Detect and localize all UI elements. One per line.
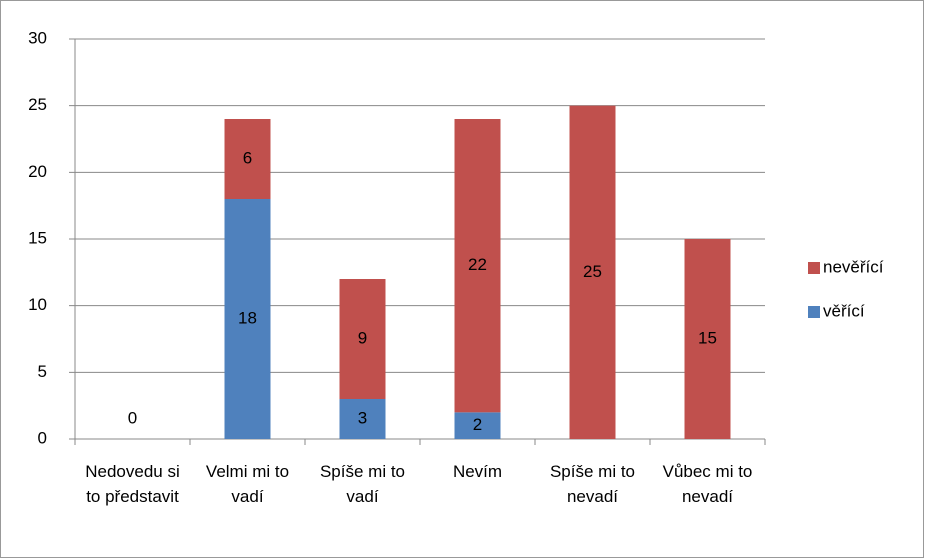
- y-tick-label: 15: [28, 228, 47, 247]
- x-tick-label: Nevím: [452, 462, 503, 481]
- legend-swatch: [808, 306, 820, 318]
- bar-segment: [569, 105, 616, 440]
- data-label: 9: [358, 328, 367, 347]
- bar-segment: [339, 399, 386, 439]
- data-label: 3: [358, 408, 367, 427]
- data-label: 22: [468, 255, 487, 274]
- bar-segment: [224, 119, 271, 199]
- y-tick-label: 25: [28, 95, 47, 114]
- y-tick-label: 20: [28, 162, 47, 181]
- legend-label: nevěřící: [823, 257, 884, 276]
- data-label: 15: [698, 328, 717, 347]
- y-tick-label: 10: [28, 295, 47, 314]
- y-tick-label: 30: [28, 28, 47, 47]
- bar-segment: [339, 279, 386, 399]
- data-label: 25: [583, 262, 602, 281]
- legend-label: věřící: [823, 301, 865, 320]
- data-label: 0: [128, 408, 137, 427]
- x-tick-label: Spíše mi to nevadí: [549, 462, 636, 506]
- data-label: 6: [243, 148, 252, 167]
- y-tick-label: 5: [38, 362, 47, 381]
- bar-segment: [224, 199, 271, 439]
- data-label: 2: [473, 415, 482, 434]
- x-tick-label: Nedovedu si to představit: [85, 462, 180, 506]
- legend-swatch: [808, 262, 820, 274]
- x-tick-label: Velmi mi to vadí: [205, 462, 290, 506]
- bar-segment: [454, 119, 501, 413]
- y-tick-label: 0: [38, 428, 47, 447]
- x-tick-label: Vůbec mi to nevadí: [662, 462, 753, 506]
- bar-segment: [684, 239, 731, 439]
- x-tick-label: Spíše mi to vadí: [319, 462, 406, 506]
- data-label: 18: [238, 308, 257, 327]
- bar-segment: [454, 412, 501, 439]
